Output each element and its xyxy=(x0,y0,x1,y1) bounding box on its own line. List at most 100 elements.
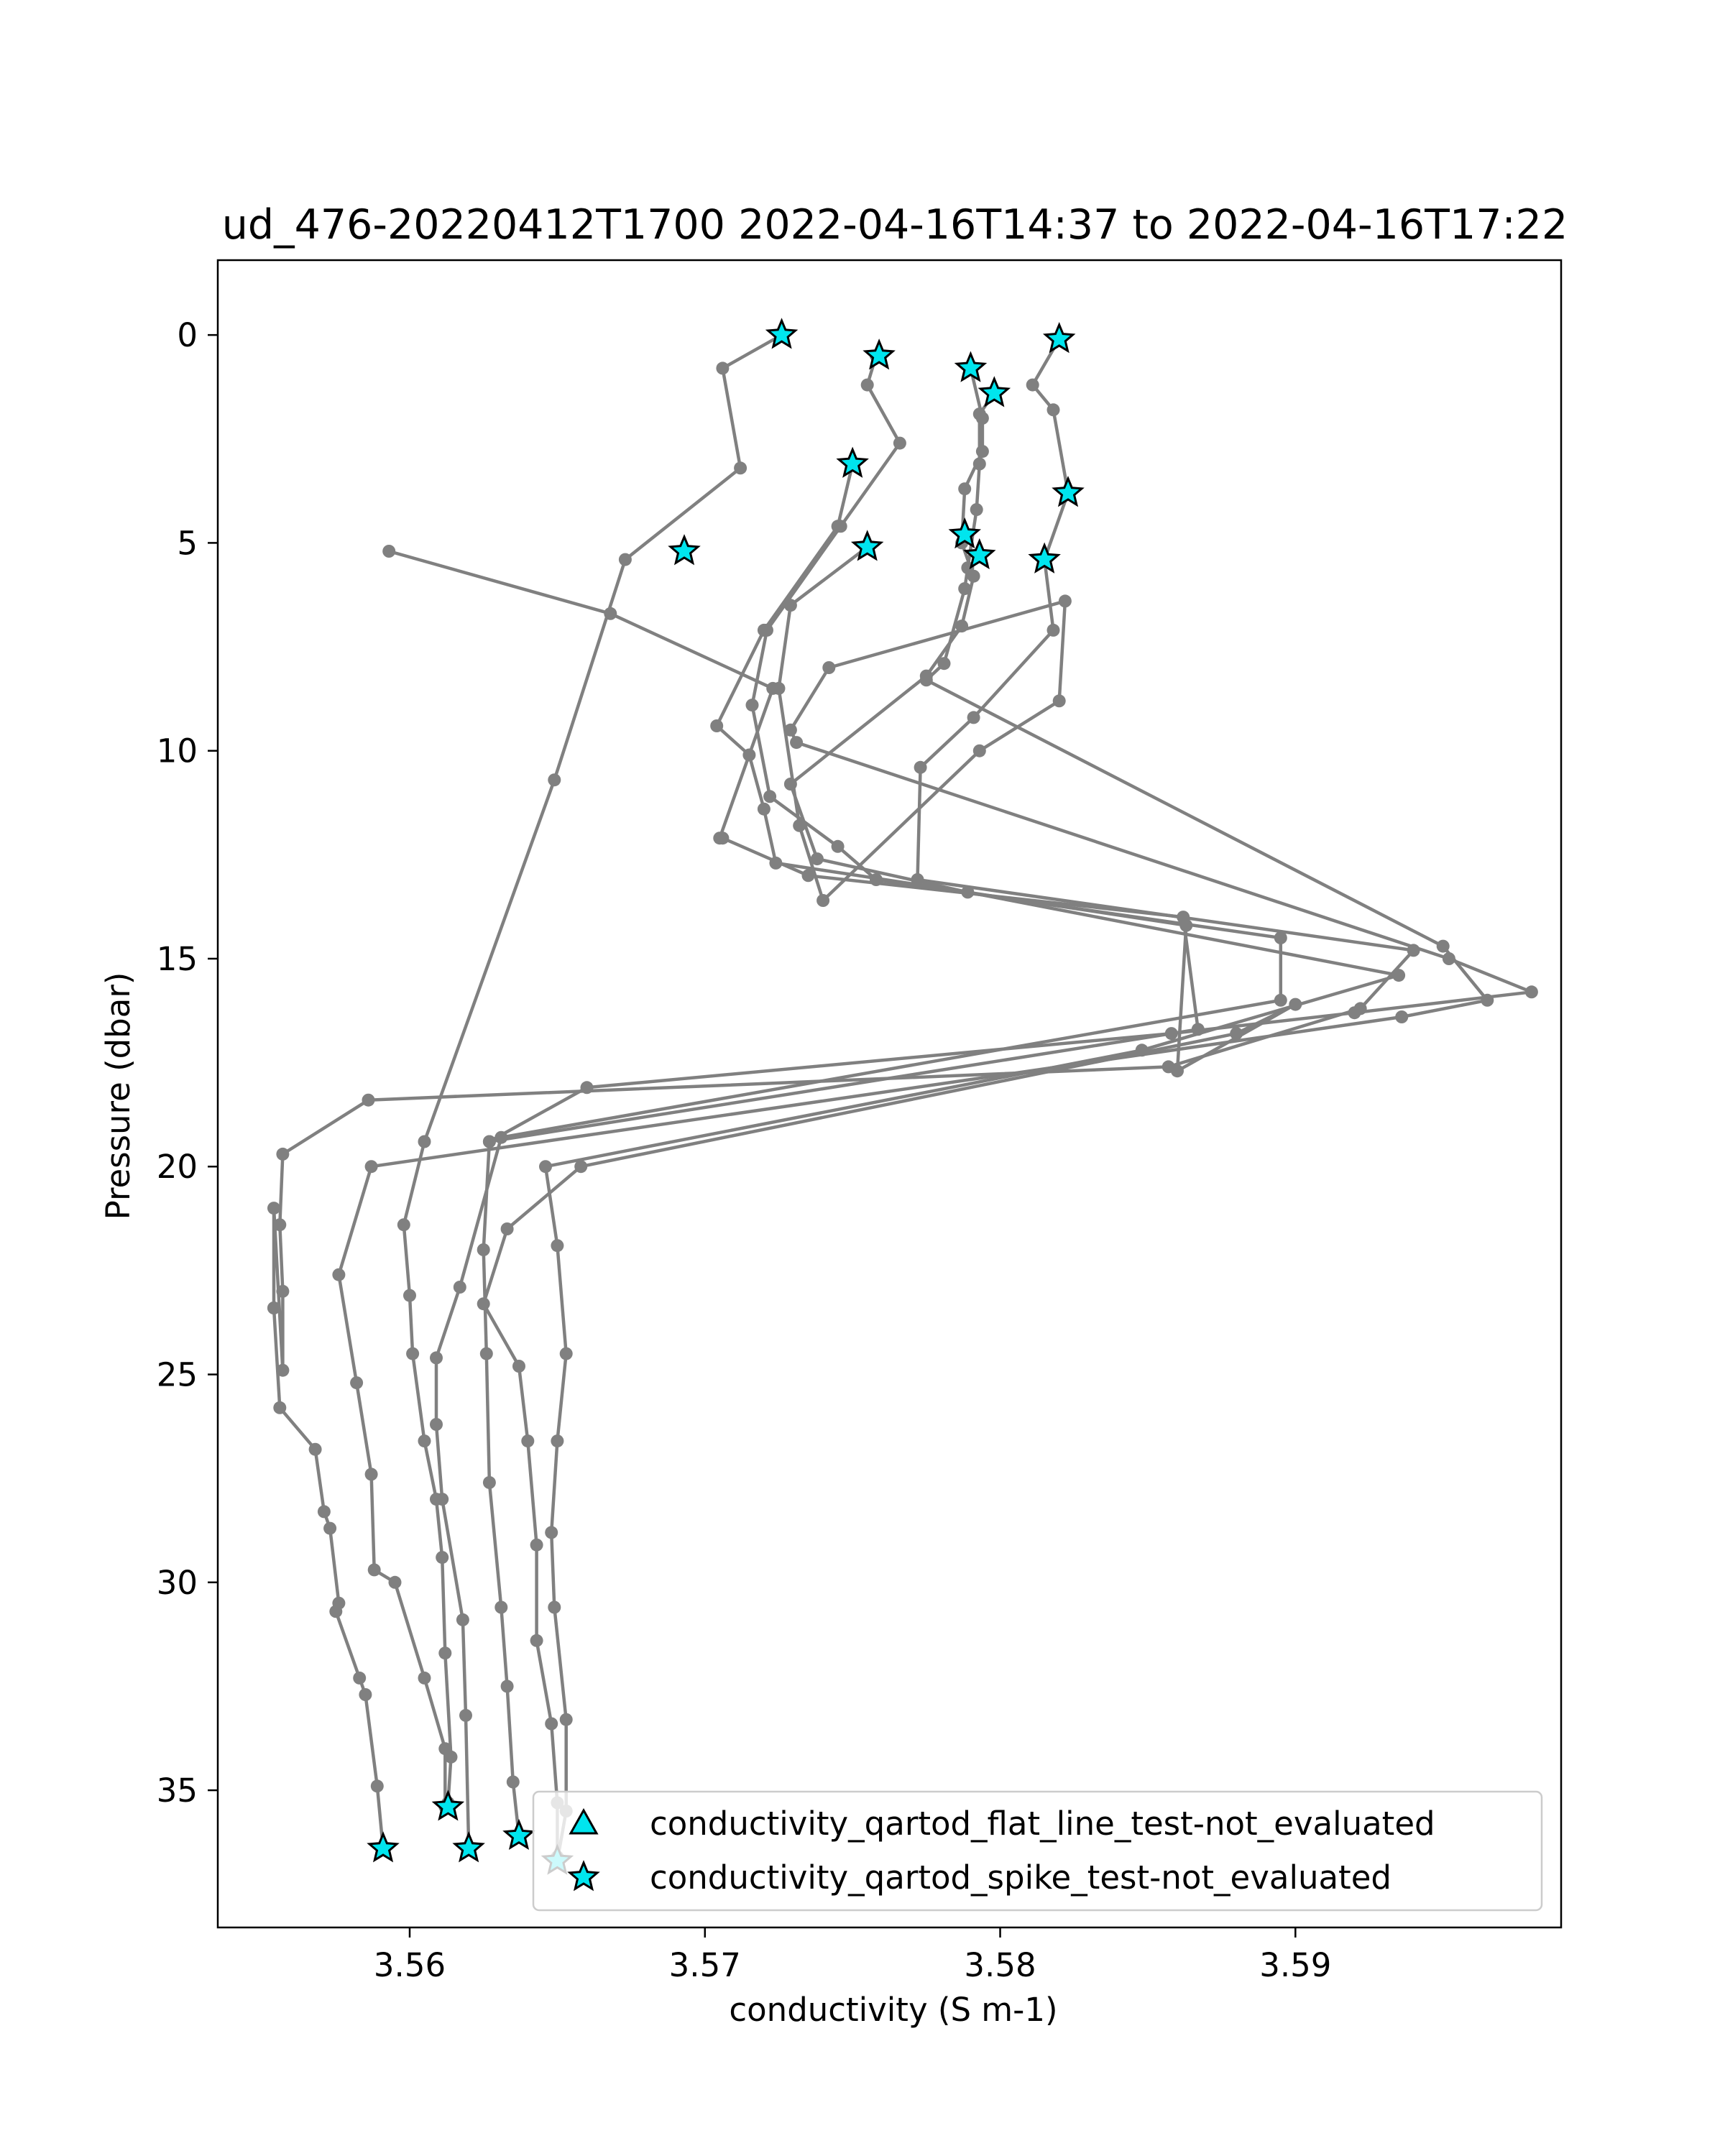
data-point xyxy=(418,1671,431,1685)
flagged-star-marker xyxy=(862,338,896,370)
y-tick-label: 30 xyxy=(157,1564,198,1602)
data-point xyxy=(276,1284,290,1298)
data-point xyxy=(1164,1027,1178,1041)
data-point xyxy=(430,1351,443,1365)
y-tick-label: 10 xyxy=(157,732,198,770)
data-point xyxy=(970,503,983,517)
flagged-star-marker xyxy=(765,318,799,349)
data-point xyxy=(548,1600,561,1614)
data-point xyxy=(273,1218,287,1232)
data-point xyxy=(500,1222,514,1235)
data-point xyxy=(618,553,632,566)
data-point xyxy=(1046,623,1060,637)
data-point xyxy=(382,545,396,558)
data-point xyxy=(967,569,980,583)
data-point xyxy=(604,607,617,620)
y-axis-label: Pressure (dbar) xyxy=(99,972,137,1220)
data-point xyxy=(506,1775,520,1789)
data-point xyxy=(329,1605,343,1618)
data-point xyxy=(1274,931,1287,944)
flagged-star-marker xyxy=(850,530,884,561)
data-point xyxy=(769,856,783,870)
series-3 xyxy=(382,545,1205,1843)
data-point xyxy=(745,699,759,712)
data-point xyxy=(919,669,933,683)
data-point xyxy=(308,1442,322,1456)
series-line xyxy=(543,367,1401,1861)
flagged-star-marker xyxy=(1028,542,1061,573)
data-point xyxy=(734,461,748,475)
flagged-star-marker xyxy=(668,534,701,566)
data-point xyxy=(816,894,830,907)
data-point xyxy=(783,723,797,737)
data-point xyxy=(1179,918,1193,932)
flagged-star-marker xyxy=(978,376,1011,407)
data-point xyxy=(477,1243,490,1256)
data-point xyxy=(273,1401,287,1414)
data-point xyxy=(317,1505,331,1519)
data-point xyxy=(370,1779,384,1793)
data-point xyxy=(1442,952,1455,965)
legend-entry-label: conductivity_qartod_spike_test-not_evalu… xyxy=(650,1858,1392,1897)
data-point xyxy=(1230,1027,1243,1041)
legend-entry-label: conductivity_qartod_flat_line_test-not_e… xyxy=(650,1805,1435,1843)
y-tick-label: 5 xyxy=(177,524,198,562)
data-point xyxy=(364,1468,378,1481)
series-line xyxy=(388,549,1200,1836)
data-point xyxy=(551,1434,564,1448)
data-point xyxy=(757,802,770,816)
data-point xyxy=(353,1671,367,1685)
data-point xyxy=(512,1360,525,1373)
y-tick-label: 15 xyxy=(157,940,198,978)
data-point xyxy=(893,436,906,450)
star-icon xyxy=(567,1860,600,1892)
data-point xyxy=(967,711,980,724)
data-point xyxy=(1395,1010,1409,1023)
data-point xyxy=(453,1281,466,1294)
data-point xyxy=(545,1526,558,1539)
data-point xyxy=(364,1160,378,1174)
data-point xyxy=(1392,969,1406,982)
series-5 xyxy=(267,1302,390,1856)
data-point xyxy=(436,1493,449,1506)
data-point xyxy=(958,482,972,496)
flagged-star-marker xyxy=(502,1818,535,1851)
data-point xyxy=(500,1680,514,1693)
data-point xyxy=(972,744,986,757)
data-point xyxy=(822,661,836,674)
data-point xyxy=(438,1646,452,1660)
data-point xyxy=(975,411,989,425)
data-point xyxy=(456,1613,469,1626)
x-axis-label: conductivity (S m-1) xyxy=(729,1991,1057,2029)
flagged-star-marker xyxy=(954,351,988,382)
data-point xyxy=(1046,403,1060,417)
data-point xyxy=(418,1434,431,1448)
data-point xyxy=(545,1717,558,1731)
data-point xyxy=(860,378,874,392)
data-point xyxy=(1524,985,1538,999)
data-point xyxy=(716,831,730,845)
data-point xyxy=(479,1347,493,1360)
data-point xyxy=(367,1563,381,1577)
flagged-star-marker xyxy=(452,1831,485,1863)
data-point xyxy=(332,1268,346,1281)
data-point xyxy=(362,1093,375,1107)
data-point xyxy=(418,1135,431,1148)
axes-layer: 3.56 3.57 3.58 3.59 0 5 10 15 20 25 30 35 xyxy=(157,259,1563,1984)
data-point xyxy=(975,445,989,459)
data-point xyxy=(406,1347,420,1360)
data-point xyxy=(276,1147,290,1161)
flagged-star-marker xyxy=(948,517,981,549)
data-point xyxy=(1348,1006,1361,1020)
data-point xyxy=(559,1347,573,1360)
data-point xyxy=(494,1600,508,1614)
legend: conductivity_qartod_flat_line_test-not_e… xyxy=(532,1790,1543,1912)
data-point xyxy=(810,852,824,866)
data-point xyxy=(350,1376,364,1390)
flagged-star-marker xyxy=(431,1789,465,1821)
data-point xyxy=(801,869,815,883)
data-point xyxy=(1436,939,1450,953)
data-point xyxy=(1289,998,1302,1011)
data-point xyxy=(793,819,806,832)
